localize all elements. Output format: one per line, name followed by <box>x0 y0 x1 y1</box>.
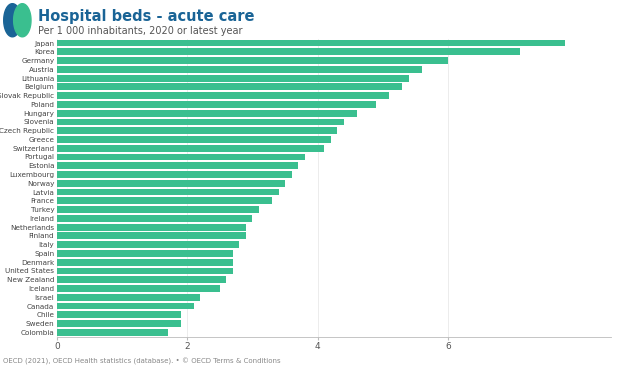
Polygon shape <box>14 4 31 37</box>
Bar <box>57 294 200 301</box>
Bar <box>57 206 259 213</box>
Bar <box>57 136 330 143</box>
Bar <box>57 320 181 327</box>
Bar <box>57 233 246 239</box>
Bar <box>57 92 389 99</box>
Bar <box>57 276 226 283</box>
Bar <box>57 311 181 318</box>
Bar <box>57 180 285 187</box>
Bar <box>57 302 194 309</box>
Bar <box>57 268 233 275</box>
Bar <box>57 259 233 266</box>
Bar <box>57 66 422 73</box>
Bar <box>57 57 448 64</box>
Bar <box>57 84 402 90</box>
Bar <box>57 110 356 117</box>
Bar <box>57 189 278 195</box>
Text: OECD (2021), OECD Health statistics (database). • © OECD Terms & Conditions: OECD (2021), OECD Health statistics (dat… <box>3 358 281 365</box>
Bar <box>57 145 324 152</box>
Bar <box>57 75 409 81</box>
Bar <box>57 285 220 292</box>
Bar <box>57 329 168 336</box>
Bar <box>57 101 376 108</box>
Bar <box>57 153 304 160</box>
Bar <box>57 250 233 257</box>
Bar <box>57 215 252 222</box>
Text: Per 1 000 inhabitants, 2020 or latest year: Per 1 000 inhabitants, 2020 or latest ye… <box>38 26 243 36</box>
Bar <box>57 40 565 46</box>
Bar <box>57 127 337 134</box>
Polygon shape <box>4 4 21 37</box>
Bar <box>57 241 239 248</box>
Bar <box>57 224 246 230</box>
Bar <box>57 118 343 125</box>
Bar <box>57 162 298 169</box>
Bar <box>57 171 291 178</box>
Text: Hospital beds - acute care: Hospital beds - acute care <box>38 9 255 24</box>
Bar <box>57 197 272 204</box>
Bar <box>57 48 520 55</box>
